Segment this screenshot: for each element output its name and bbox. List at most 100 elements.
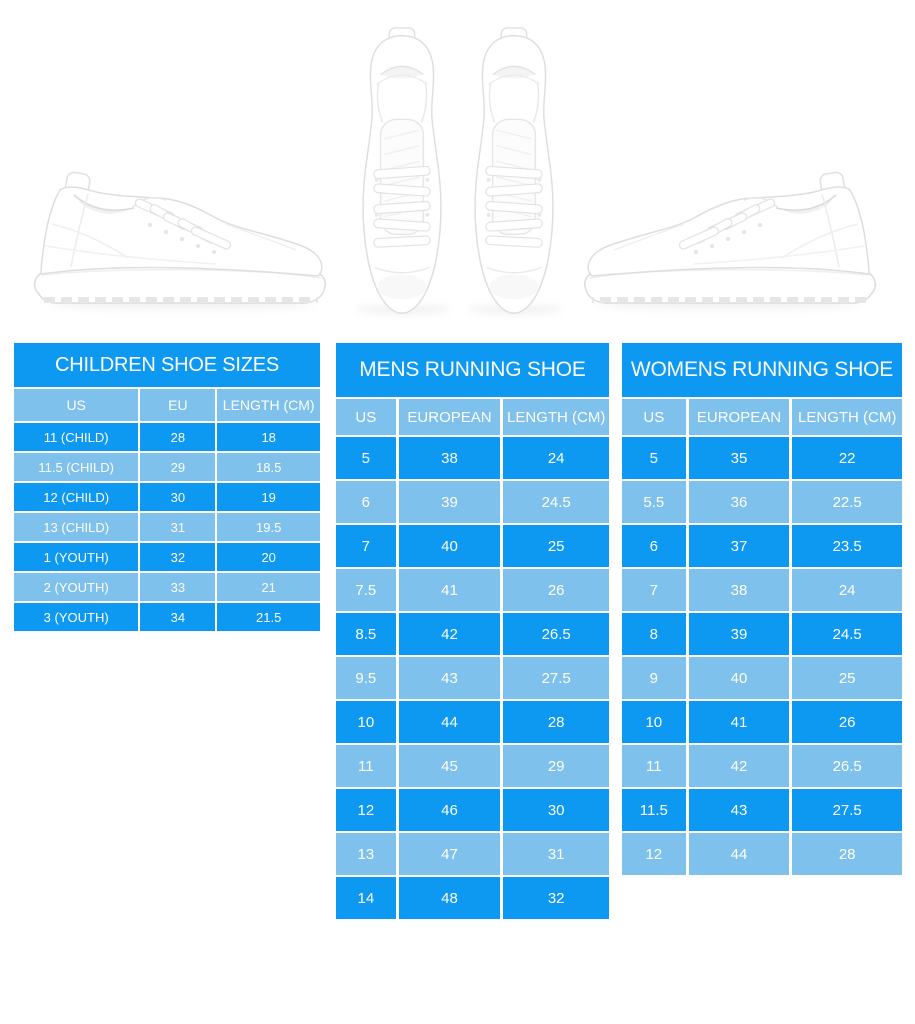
table-cell: 7.5 — [336, 569, 396, 611]
table-row: 14 48 32 — [336, 877, 609, 919]
table-cell: 39 — [688, 613, 790, 655]
table-cell: 11 (CHILD) — [14, 423, 139, 451]
table-cell: 13 — [336, 833, 396, 875]
table-cell: 38 — [398, 437, 501, 479]
table-row: 10 44 28 — [336, 701, 609, 743]
table-row: 11 (CHILD) 28 18 — [14, 423, 320, 451]
table-cell: 27.5 — [792, 789, 902, 831]
table-cell: 44 — [688, 833, 790, 875]
table-row: 12 44 28 — [622, 833, 902, 875]
table-cell: 3 (YOUTH) — [14, 603, 139, 631]
table-cell: 11.5 — [622, 789, 686, 831]
table-cell: 5 — [336, 437, 396, 479]
table-cell: 43 — [688, 789, 790, 831]
table-cell: 24 — [792, 569, 902, 611]
table-title: WOMENS RUNNING SHOE — [622, 343, 902, 397]
table-row: 11 42 26.5 — [622, 745, 902, 787]
table-cell: 1 (YOUTH) — [14, 543, 139, 571]
shoe-shadow — [596, 299, 862, 309]
table-row: 1 (YOUTH) 32 20 — [14, 543, 320, 571]
table-cell: 25 — [503, 525, 609, 567]
table-cell: 12 — [622, 833, 686, 875]
table-title: CHILDREN SHOE SIZES — [14, 343, 320, 387]
column-header: LENGTH (CM) — [217, 389, 320, 421]
table-cell: 28 — [140, 423, 216, 451]
table-cell: 21.5 — [217, 603, 320, 631]
table-row: 13 47 31 — [336, 833, 609, 875]
table-cell: 13 (CHILD) — [14, 513, 139, 541]
table-cell: 7 — [622, 569, 686, 611]
table-cell: 26.5 — [503, 613, 609, 655]
table-cell: 21 — [217, 573, 320, 601]
table-row: 7.5 41 26 — [336, 569, 609, 611]
table-cell: 45 — [398, 745, 501, 787]
table-cell: 47 — [398, 833, 501, 875]
table-cell: 19.5 — [217, 513, 320, 541]
table-cell: 31 — [140, 513, 216, 541]
table-cell: 12 — [336, 789, 396, 831]
table-row: 13 (CHILD) 31 19.5 — [14, 513, 320, 541]
table-cell: 42 — [688, 745, 790, 787]
table-row: 11 45 29 — [336, 745, 609, 787]
table-cell: 23.5 — [792, 525, 902, 567]
table-row: 11.5 43 27.5 — [622, 789, 902, 831]
table-body: 5 35 22 5.5 36 22.5 6 37 23.5 7 38 24 8 39 24.5 9 40 25 10… — [622, 437, 902, 875]
column-header: EUROPEAN — [688, 399, 790, 435]
table-cell: 32 — [140, 543, 216, 571]
table-cell: 6 — [336, 481, 396, 523]
table-cell: 5.5 — [622, 481, 686, 523]
table-cell: 33 — [140, 573, 216, 601]
column-header: LENGTH (CM) — [503, 399, 609, 435]
table-row: 7 40 25 — [336, 525, 609, 567]
table-cell: 18 — [217, 423, 320, 451]
table-cell: 11.5 (CHILD) — [14, 453, 139, 481]
table-cell: 41 — [688, 701, 790, 743]
table-cell: 41 — [398, 569, 501, 611]
table-cell: 2 (YOUTH) — [14, 573, 139, 601]
table-cell: 11 — [336, 745, 396, 787]
table-row: 9 40 25 — [622, 657, 902, 699]
mens-running-shoe-table: MENS RUNNING SHOE US EUROPEAN LENGTH (CM) … — [336, 343, 609, 919]
table-header-row: US EU LENGTH (CM) — [14, 389, 320, 421]
table-row: 2 (YOUTH) 33 21 — [14, 573, 320, 601]
table-cell: 29 — [140, 453, 216, 481]
womens-running-shoe-table: WOMENS RUNNING SHOE US EUROPEAN LENGTH (CM… — [622, 343, 902, 875]
table-header-row: US EUROPEAN LENGTH (CM) — [336, 399, 609, 435]
table-row: 5 35 22 — [622, 437, 902, 479]
table-cell: 6 — [622, 525, 686, 567]
shoe-shadow — [48, 299, 314, 309]
table-cell: 22 — [792, 437, 902, 479]
table-row: 8 39 24.5 — [622, 613, 902, 655]
table-row: 8.5 42 26.5 — [336, 613, 609, 655]
table-cell: 31 — [503, 833, 609, 875]
table-cell: 5 — [622, 437, 686, 479]
table-row: 3 (YOUTH) 34 21.5 — [14, 603, 320, 631]
table-cell: 22.5 — [792, 481, 902, 523]
table-cell: 18.5 — [217, 453, 320, 481]
table-cell: 28 — [503, 701, 609, 743]
table-cell: 37 — [688, 525, 790, 567]
table-cell: 12 (CHILD) — [14, 483, 139, 511]
table-cell: 35 — [688, 437, 790, 479]
table-cell: 39 — [398, 481, 501, 523]
column-header: US — [336, 399, 396, 435]
column-header: EUROPEAN — [398, 399, 501, 435]
table-cell: 7 — [336, 525, 396, 567]
table-title: MENS RUNNING SHOE — [336, 343, 609, 397]
table-cell: 46 — [398, 789, 501, 831]
table-cell: 36 — [688, 481, 790, 523]
column-header: US — [622, 399, 686, 435]
table-row: 11.5 (CHILD) 29 18.5 — [14, 453, 320, 481]
table-cell: 24.5 — [792, 613, 902, 655]
table-cell: 38 — [688, 569, 790, 611]
table-row: 5.5 36 22.5 — [622, 481, 902, 523]
table-cell: 9 — [622, 657, 686, 699]
column-header: US — [14, 389, 139, 421]
table-cell: 20 — [217, 543, 320, 571]
table-row: 10 41 26 — [622, 701, 902, 743]
table-cell: 8.5 — [336, 613, 396, 655]
table-row: 5 38 24 — [336, 437, 609, 479]
table-cell: 32 — [503, 877, 609, 919]
